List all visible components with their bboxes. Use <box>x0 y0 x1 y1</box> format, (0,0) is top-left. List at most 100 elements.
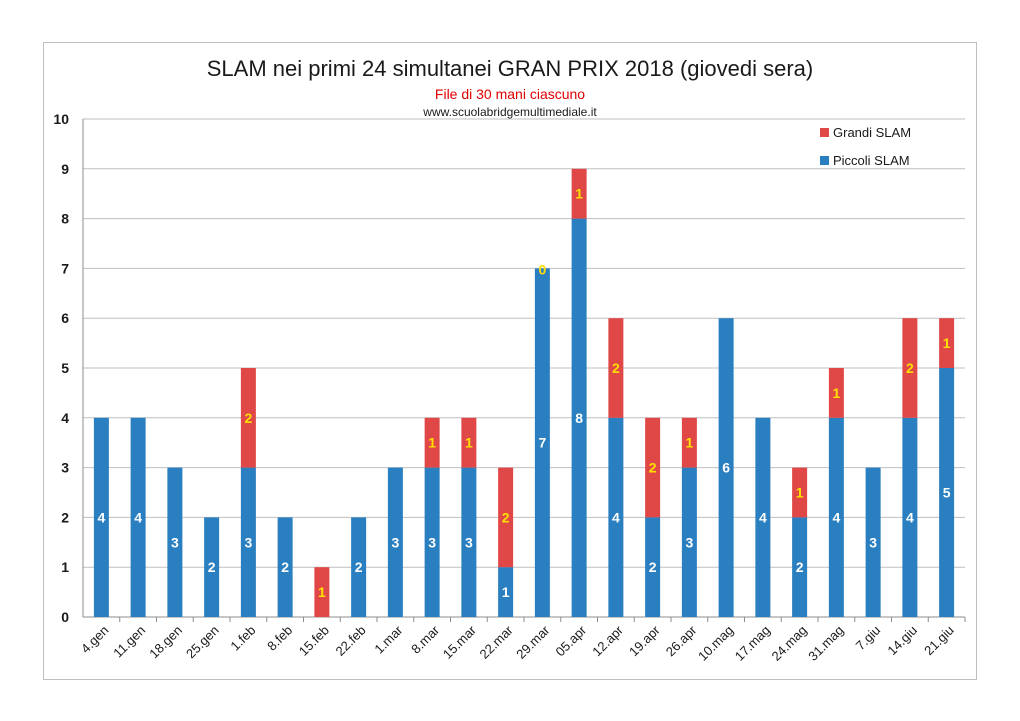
bar-piccoli-slam <box>204 517 220 617</box>
bar-piccoli-slam <box>939 368 955 617</box>
bar-piccoli-slam <box>277 517 293 617</box>
bar-piccoli-slam <box>498 567 514 617</box>
legend-swatch <box>820 128 829 137</box>
data-label-piccoli: 2 <box>281 559 289 575</box>
data-label-grandi: 1 <box>318 584 326 600</box>
bar-grandi-slam <box>608 318 624 418</box>
data-label-grandi: 2 <box>612 360 620 376</box>
data-label-grandi: 2 <box>502 509 510 525</box>
y-tick-label: 10 <box>53 111 69 127</box>
data-label-piccoli: 4 <box>832 509 840 525</box>
x-tick-label: 15.feb <box>296 623 332 659</box>
data-label-piccoli: 8 <box>575 410 583 426</box>
data-label-piccoli: 4 <box>906 509 914 525</box>
x-tick-label: 8.mar <box>408 622 443 657</box>
x-tick-label: 1.feb <box>227 623 258 654</box>
x-tick-label: 05.apr <box>553 622 590 659</box>
data-label-piccoli: 2 <box>208 559 216 575</box>
x-tick-label: 29.mar <box>513 622 553 662</box>
data-label-grandi: 1 <box>465 435 473 451</box>
data-label-piccoli: 5 <box>943 485 951 501</box>
bar-piccoli-slam <box>902 417 918 617</box>
bar-piccoli-slam <box>681 467 697 617</box>
y-tick-label: 4 <box>61 410 69 426</box>
bar-grandi-slam <box>902 318 918 418</box>
x-tick-label: 17.mag <box>732 623 773 664</box>
y-tick-label: 5 <box>61 360 69 376</box>
y-tick-label: 2 <box>61 509 69 525</box>
bar-piccoli-slam <box>755 417 771 617</box>
y-tick-label: 0 <box>61 609 69 625</box>
bar-piccoli-slam <box>387 467 403 617</box>
x-tick-label: 24.mag <box>768 623 809 664</box>
bar-grandi-slam <box>792 467 808 518</box>
legend-label: Grandi SLAM <box>833 125 911 140</box>
x-tick-label: 31.mag <box>805 623 846 664</box>
bar-piccoli-slam <box>828 417 844 617</box>
x-tick-label: 15.mar <box>440 622 480 662</box>
data-label-grandi: 2 <box>649 460 657 476</box>
bar-piccoli-slam <box>534 268 550 617</box>
data-label-piccoli: 7 <box>538 435 546 451</box>
bar-piccoli-slam <box>461 467 477 617</box>
x-tick-label: 18.gen <box>146 623 185 662</box>
bar-grandi-slam <box>498 467 514 568</box>
chart-website: www.scuolabridgemultimediale.it <box>423 105 597 119</box>
data-label-piccoli: 3 <box>428 534 436 550</box>
data-label-piccoli: 1 <box>502 584 510 600</box>
chart-title: SLAM nei primi 24 simultanei GRAN PRIX 2… <box>206 56 814 81</box>
x-tick-label: 1.mar <box>371 622 406 657</box>
y-tick-label: 3 <box>61 460 69 476</box>
data-label-piccoli: 3 <box>391 534 399 550</box>
data-label-piccoli: 2 <box>796 559 804 575</box>
legend-swatch <box>820 156 829 165</box>
bar-grandi-slam <box>939 318 955 368</box>
data-label-piccoli: 4 <box>759 509 767 525</box>
x-tick-label: 22.mar <box>477 622 517 662</box>
bar-grandi-slam <box>681 417 697 468</box>
bar-piccoli-slam <box>865 467 881 617</box>
x-tick-label: 14.giu <box>884 623 920 659</box>
x-tick-label: 22.feb <box>333 623 369 659</box>
legend-label: Piccoli SLAM <box>833 153 910 168</box>
bar-grandi-slam <box>461 417 477 468</box>
data-label-grandi: 0 <box>538 261 546 277</box>
data-label-piccoli: 3 <box>465 534 473 550</box>
data-label-piccoli: 4 <box>134 509 142 525</box>
bar-grandi-slam <box>424 417 440 468</box>
y-tick-label: 8 <box>61 211 69 227</box>
bar-grandi-slam <box>240 368 256 468</box>
x-tick-label: 4.gen <box>78 623 112 657</box>
x-tick-label: 8.feb <box>264 623 295 654</box>
bar-piccoli-slam <box>645 517 661 617</box>
data-label-piccoli: 4 <box>97 509 105 525</box>
x-tick-label: 7.giu <box>853 623 884 654</box>
data-label-piccoli: 3 <box>244 534 252 550</box>
data-label-piccoli: 6 <box>722 460 730 476</box>
bar-piccoli-slam <box>130 417 146 617</box>
bar-piccoli-slam <box>351 517 367 617</box>
bar-piccoli-slam <box>571 218 587 617</box>
x-tick-label: 11.gen <box>110 623 148 661</box>
y-tick-label: 6 <box>61 310 69 326</box>
data-label-piccoli: 3 <box>171 534 179 550</box>
data-label-piccoli: 3 <box>869 534 877 550</box>
data-label-piccoli: 2 <box>355 559 363 575</box>
data-label-grandi: 1 <box>428 435 436 451</box>
bar-piccoli-slam <box>240 467 256 617</box>
x-tick-label: 12.apr <box>589 622 626 659</box>
bar-piccoli-slam <box>718 318 734 617</box>
bar-piccoli-slam <box>608 417 624 617</box>
data-label-grandi: 1 <box>943 335 951 351</box>
data-label-piccoli: 2 <box>649 559 657 575</box>
x-tick-label: 21.giu <box>921 623 957 659</box>
y-tick-label: 1 <box>61 559 69 575</box>
x-tick-label: 25.gen <box>183 623 222 662</box>
y-tick-label: 9 <box>61 161 69 177</box>
x-tick-label: 10.mag <box>695 623 736 664</box>
bar-piccoli-slam <box>93 417 109 617</box>
data-label-piccoli: 4 <box>612 509 620 525</box>
bar-grandi-slam <box>828 368 844 418</box>
x-tick-label: 19.apr <box>626 622 663 659</box>
